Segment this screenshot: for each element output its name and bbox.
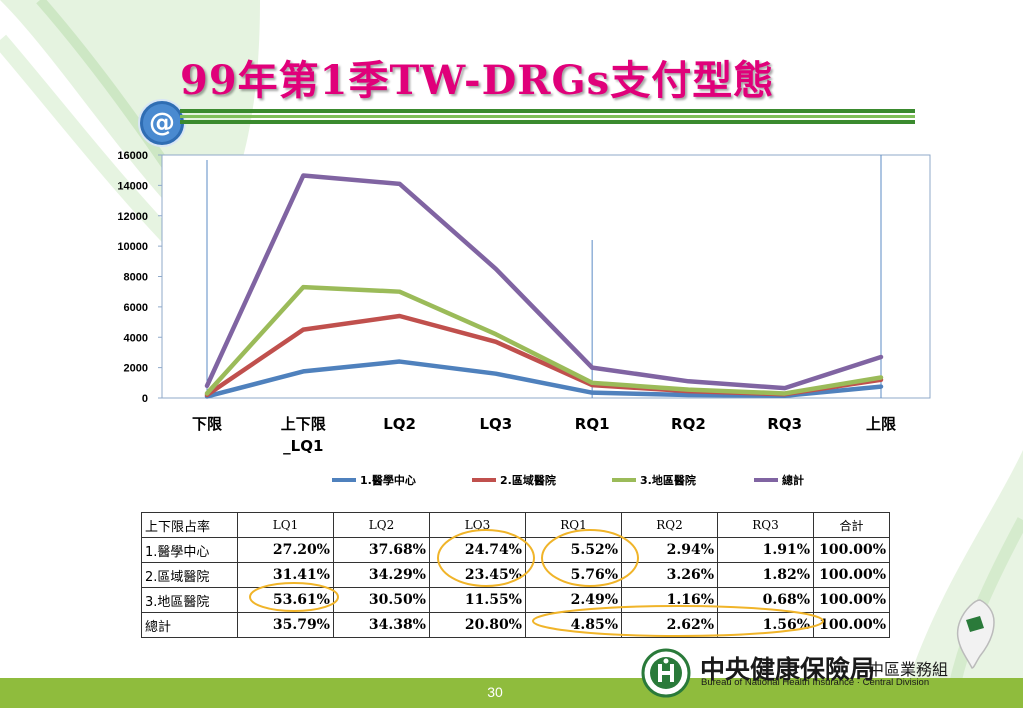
x-tick-label-line: RQ2: [671, 415, 706, 433]
column-header: RQ3: [717, 512, 814, 538]
page-number: 30: [487, 684, 503, 700]
table-cell: 1.56%: [717, 612, 814, 638]
table-row: 3.地區醫院 53.61% 30.50% 11.55% 2.49% 1.16% …: [141, 587, 890, 613]
table-cell: 11.55%: [429, 587, 526, 613]
y-tick-label: 12000: [117, 211, 148, 223]
table-cell: 0.68%: [717, 587, 814, 613]
x-tick-label-line: RQ3: [767, 415, 802, 433]
table-row: 總計 35.79% 34.38% 20.80% 4.85% 2.62% 1.56…: [141, 612, 890, 638]
x-tick-label: RQ3: [767, 415, 802, 433]
row-label: 2.區域醫院: [141, 562, 238, 588]
legend-label: 總計: [782, 473, 804, 487]
x-tick-label-line: RQ1: [575, 415, 610, 433]
table-cell: 100.00%: [813, 612, 890, 638]
x-tick-label-line: 下限: [192, 415, 222, 433]
table-cell: 3.26%: [621, 562, 718, 588]
table-cell: 34.38%: [333, 612, 430, 638]
y-tick-label: 14000: [117, 180, 148, 192]
title-rule: [180, 109, 915, 124]
column-header: LQ3: [429, 512, 526, 538]
line-chart: 0 2000 4000 6000 8000 10000 12000 14000 16000 下限 上…: [117, 150, 931, 487]
row-label: 1.醫學中心: [141, 537, 238, 563]
y-tick-label: 8000: [124, 272, 148, 284]
table-cell: 2.94%: [621, 537, 718, 563]
series-line: [204, 284, 884, 396]
svg-text:@: @: [149, 108, 175, 138]
x-tick-label: 上限: [866, 415, 896, 433]
y-tick-label: 16000: [117, 150, 148, 162]
x-tick-label: LQ2: [383, 415, 416, 433]
table-cell: 27.20%: [237, 537, 334, 563]
table-cell: 2.62%: [621, 612, 718, 638]
y-tick-label: 10000: [117, 241, 148, 253]
column-header: RQ2: [621, 512, 718, 538]
column-header: LQ2: [333, 512, 430, 538]
y-tick-label: 2000: [124, 363, 148, 375]
table-cell: 37.68%: [333, 537, 430, 563]
table-cell: 34.29%: [333, 562, 430, 588]
slide-title: 99年第1季TW-DRGs支付型態: [180, 57, 775, 104]
legend-label: 3.地區醫院: [640, 473, 696, 487]
legend-label: 2.區域醫院: [500, 473, 556, 487]
table-cell: 5.52%: [525, 537, 622, 563]
table-header-label: 上下限占率: [141, 512, 238, 538]
x-tick-label: LQ3: [479, 415, 512, 433]
org-english-name: Bureau of National Health Insurance · Ce…: [701, 677, 930, 688]
table-cell: 23.45%: [429, 562, 526, 588]
x-tick-label-line: _LQ1: [283, 437, 323, 455]
legend-label: 1.醫學中心: [360, 473, 416, 487]
x-tick-label: 上下限 _LQ1: [281, 415, 326, 455]
y-tick-label: 6000: [124, 302, 148, 314]
table-cell: 30.50%: [333, 587, 430, 613]
bnhi-emblem-icon: [641, 648, 691, 698]
table-row: 1.醫學中心 27.20% 37.68% 24.74% 5.52% 2.94% …: [141, 537, 890, 563]
footer-bar: [0, 678, 1023, 708]
x-tick-label-line: 上限: [866, 415, 896, 433]
table-cell: 20.80%: [429, 612, 526, 638]
series-line: [204, 173, 884, 391]
org-name: 中央健康保險局: [700, 655, 876, 684]
table-row: 2.區域醫院 31.41% 34.29% 23.45% 5.76% 3.26% …: [141, 562, 890, 588]
org-division: 中區業務組: [868, 660, 949, 679]
table-cell: 35.79%: [237, 612, 334, 638]
table-cell: 100.00%: [813, 587, 890, 613]
at-sign-icon: @: [138, 99, 186, 147]
x-tick-label-line: 上下限: [281, 415, 326, 433]
x-tick-label: 下限: [192, 415, 222, 433]
table-cell: 100.00%: [813, 537, 890, 563]
column-header: 合計: [813, 512, 890, 538]
table-cell: 53.61%: [237, 587, 334, 613]
x-tick-label: RQ1: [575, 415, 610, 433]
table-cell: 2.49%: [525, 587, 622, 613]
table-header-row: 上下限占率 LQ1 LQ2 LQ3 RQ1 RQ2 RQ3 合計: [141, 512, 890, 538]
table-cell: 24.74%: [429, 537, 526, 563]
y-tick-label: 4000: [124, 332, 148, 344]
row-label: 總計: [141, 612, 238, 638]
table-cell: 1.82%: [717, 562, 814, 588]
x-tick-label-line: LQ3: [479, 415, 512, 433]
row-label: 3.地區醫院: [141, 587, 238, 613]
share-table: 上下限占率 LQ1 LQ2 LQ3 RQ1 RQ2 RQ3 合計 1.醫學中心 …: [141, 512, 890, 638]
x-tick-label-line: LQ2: [383, 415, 416, 433]
table-cell: 31.41%: [237, 562, 334, 588]
table-cell: 5.76%: [525, 562, 622, 588]
table-cell: 1.91%: [717, 537, 814, 563]
y-tick-label: 0: [142, 393, 148, 405]
table-cell: 100.00%: [813, 562, 890, 588]
table-cell: 1.16%: [621, 587, 718, 613]
x-tick-label: RQ2: [671, 415, 706, 433]
column-header: RQ1: [525, 512, 622, 538]
table-cell: 4.85%: [525, 612, 622, 638]
taiwan-map-icon: [956, 599, 995, 669]
column-header: LQ1: [237, 512, 334, 538]
